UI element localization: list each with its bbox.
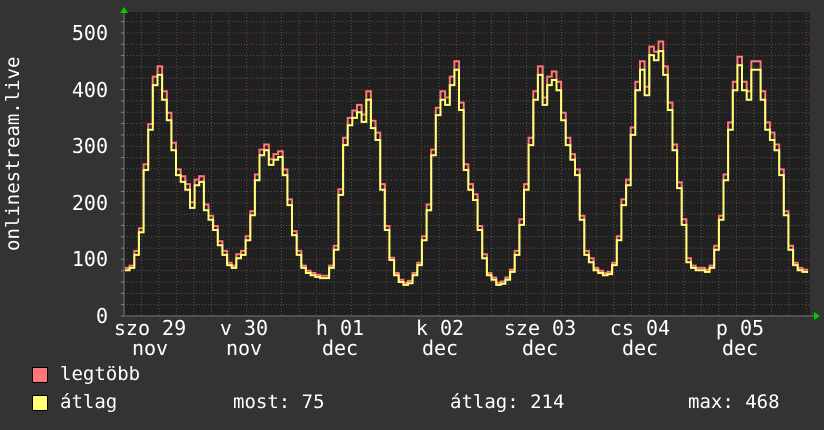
legend-swatch-max — [32, 367, 48, 383]
y-axis-arrow-icon — [120, 7, 128, 13]
x-tick-label: sze 03 dec — [503, 316, 577, 360]
series-line-avg — [125, 50, 808, 286]
x-tick-label: v 30 nov — [219, 316, 269, 360]
y-tick-label: 400 — [71, 78, 108, 102]
y-tick-label: 500 — [71, 21, 108, 45]
x-tick-label: cs 04 dec — [609, 316, 671, 360]
x-tick-label: h 01 dec — [315, 316, 365, 360]
legend-swatch-avg — [32, 395, 48, 411]
y-axis-title: onlinestream.live — [2, 56, 24, 251]
legend-max-label: legtöbb — [60, 363, 141, 385]
x-axis-arrow-icon — [814, 312, 820, 320]
legend-avg-label: átlag — [60, 391, 118, 413]
y-tick-label: 200 — [71, 191, 108, 215]
y-tick-label: 300 — [71, 134, 108, 158]
x-tick-label: szo 29 nov — [113, 316, 187, 360]
y-tick-label: 0 — [95, 304, 108, 328]
legend-average-value: átlag: 214 — [450, 391, 565, 413]
x-tick-label: k 02 dec — [415, 316, 465, 360]
x-tick-label: p 05 dec — [715, 316, 765, 360]
y-tick-label: 100 — [71, 247, 108, 271]
legend-max-value: max: 468 — [688, 391, 780, 413]
legend-now-value: most: 75 — [233, 391, 325, 413]
